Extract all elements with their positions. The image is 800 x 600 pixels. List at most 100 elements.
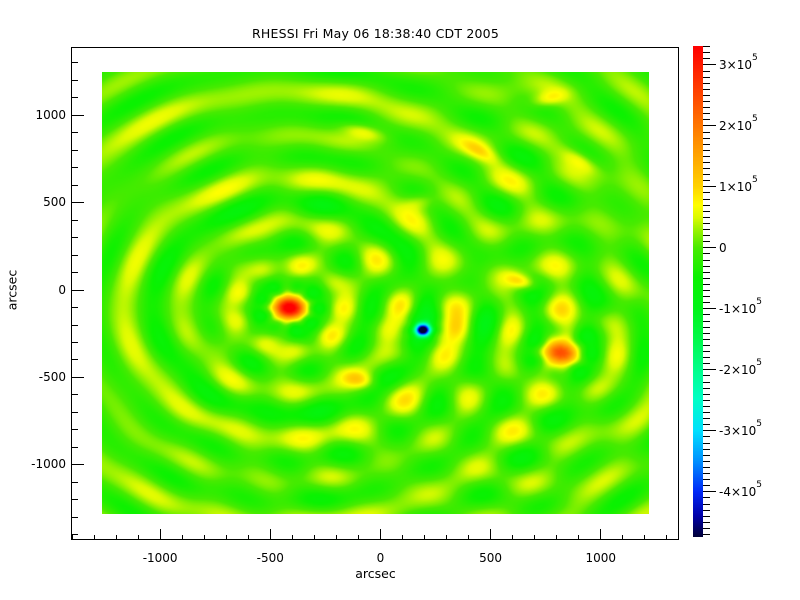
colorbar-tick-label: 3×105 <box>719 52 758 72</box>
y-major-tick <box>72 376 84 378</box>
colorbar-minor-tick <box>703 387 710 389</box>
colorbar-minor-tick <box>703 161 710 163</box>
colorbar-minor-tick <box>703 405 710 407</box>
colorbar-minor-tick <box>703 113 710 115</box>
y-minor-tick <box>72 429 78 431</box>
x-minor-tick <box>115 535 117 540</box>
y-minor-tick <box>72 219 78 221</box>
colorbar-minor-tick <box>703 357 710 359</box>
colorbar-tick-exponent: 5 <box>756 479 763 490</box>
x-tick-label: 1000 <box>585 551 617 565</box>
colorbar-minor-tick <box>703 363 710 365</box>
colorbar-minor-tick <box>703 381 710 383</box>
x-major-tick <box>269 529 271 540</box>
colorbar-minor-tick <box>703 436 710 438</box>
y-minor-tick <box>72 394 78 396</box>
axes-frame <box>71 47 679 540</box>
y-minor-tick <box>72 481 78 483</box>
x-minor-tick <box>291 535 293 540</box>
colorbar-major-tick <box>703 308 716 310</box>
y-minor-tick <box>72 359 78 361</box>
colorbar-tick-exponent: 5 <box>751 113 758 124</box>
colorbar-minor-tick <box>703 509 710 511</box>
colorbar-minor-tick <box>703 515 710 517</box>
x-minor-tick <box>225 535 227 540</box>
colorbar-minor-tick <box>703 479 710 481</box>
colorbar-minor-tick <box>703 174 710 176</box>
y-major-tick <box>72 202 84 204</box>
colorbar-minor-tick <box>703 155 710 157</box>
colorbar-minor-tick <box>703 88 710 90</box>
colorbar-tick-label: -2×105 <box>719 357 763 377</box>
y-major-tick <box>72 289 84 291</box>
colorbar-minor-tick <box>703 235 710 237</box>
colorbar-minor-tick <box>703 442 710 444</box>
colorbar-minor-tick <box>703 302 710 304</box>
colorbar-minor-tick <box>703 314 710 316</box>
y-minor-tick <box>72 324 78 326</box>
colorbar-minor-tick <box>703 143 710 145</box>
colorbar-major-tick <box>703 64 716 66</box>
x-minor-tick <box>622 535 624 540</box>
x-minor-tick <box>93 535 95 540</box>
x-axis-label: arcsec <box>355 566 396 581</box>
x-minor-tick <box>357 535 359 540</box>
colorbar-minor-tick <box>703 46 710 48</box>
x-minor-tick <box>203 535 205 540</box>
colorbar-minor-tick <box>703 222 710 224</box>
colorbar-gradient <box>693 46 703 537</box>
y-major-tick <box>72 114 84 116</box>
colorbar-tick-label: 1×105 <box>719 174 758 194</box>
colorbar-minor-tick <box>703 204 710 206</box>
y-minor-tick <box>72 499 78 501</box>
colorbar-tick-exponent: 5 <box>751 174 758 185</box>
y-minor-tick <box>72 237 78 239</box>
colorbar-minor-tick <box>703 332 710 334</box>
y-minor-tick <box>72 79 78 81</box>
colorbar-tick-label: 2×105 <box>719 113 758 133</box>
x-minor-tick <box>578 535 580 540</box>
y-minor-tick <box>72 307 78 309</box>
colorbar-minor-tick <box>703 399 710 401</box>
y-minor-tick <box>72 272 78 274</box>
x-major-tick <box>159 529 161 540</box>
colorbar-minor-tick <box>703 101 710 102</box>
x-tick-label: 500 <box>479 551 503 565</box>
y-minor-tick <box>72 411 78 413</box>
colorbar-major-tick <box>703 430 716 432</box>
x-major-tick <box>600 529 602 540</box>
colorbar-minor-tick <box>703 210 710 212</box>
plot-title: RHESSI Fri May 06 18:38:40 CDT 2005 <box>252 26 499 41</box>
colorbar-minor-tick <box>703 119 710 121</box>
colorbar-minor-tick <box>703 418 710 420</box>
x-minor-tick <box>666 535 668 540</box>
colorbar-minor-tick <box>703 253 710 255</box>
y-minor-tick <box>72 184 78 186</box>
y-minor-tick <box>72 132 78 134</box>
y-tick-label: 1000 <box>35 107 66 122</box>
colorbar-minor-tick <box>703 503 710 505</box>
colorbar-minor-tick <box>703 58 710 60</box>
colorbar-minor-tick <box>703 216 710 218</box>
x-minor-tick <box>335 535 337 540</box>
x-tick-label: -500 <box>256 551 284 565</box>
y-minor-tick <box>72 516 78 518</box>
colorbar-minor-tick <box>703 52 710 54</box>
colorbar-minor-tick <box>703 534 710 536</box>
x-tick-label: 0 <box>376 551 385 565</box>
colorbar-minor-tick <box>703 241 710 243</box>
x-major-tick <box>490 529 492 540</box>
x-minor-tick <box>313 535 315 540</box>
y-minor-tick <box>72 97 78 99</box>
heatmap-image <box>102 72 649 514</box>
colorbar-minor-tick <box>703 271 710 273</box>
colorbar-minor-tick <box>703 454 710 456</box>
colorbar-tick-label: -3×105 <box>719 418 763 438</box>
x-minor-tick <box>181 535 183 540</box>
colorbar-tick-exponent: 5 <box>756 418 763 429</box>
colorbar-minor-tick <box>703 344 710 346</box>
colorbar-major-tick <box>703 186 716 188</box>
y-tick-label: -500 <box>38 369 66 384</box>
colorbar-minor-tick <box>703 497 710 499</box>
